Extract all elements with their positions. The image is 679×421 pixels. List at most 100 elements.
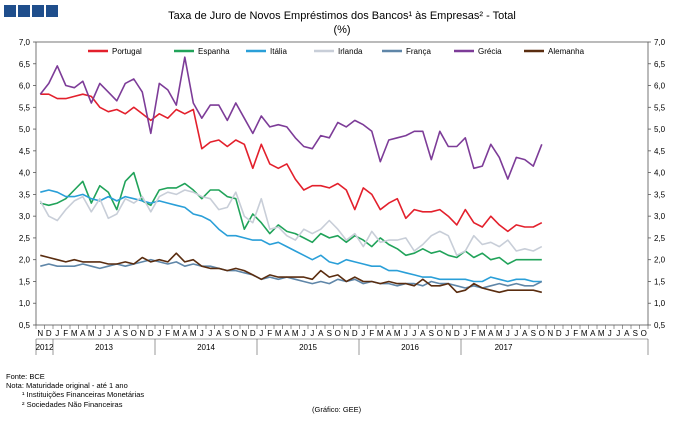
y-tick-label-left: 6,0 xyxy=(19,82,31,91)
x-month-label: M xyxy=(275,329,282,338)
x-month-label: M xyxy=(88,329,95,338)
x-month-label: A xyxy=(318,329,324,338)
x-month-label: F xyxy=(267,329,272,338)
x-month-label: M xyxy=(394,329,401,338)
x-month-label: S xyxy=(327,329,332,338)
plot-frame xyxy=(35,41,649,326)
x-month-label: A xyxy=(284,329,290,338)
x-month-label: J xyxy=(412,329,416,338)
y-tick-label-left: 7,0 xyxy=(19,38,31,47)
x-month-label: N xyxy=(445,329,451,338)
x-month-label: D xyxy=(352,329,358,338)
x-month-label: A xyxy=(80,329,86,338)
y-tick-label-right: 0,5 xyxy=(654,321,666,330)
x-month-label: O xyxy=(233,329,239,338)
year-label: 2015 xyxy=(299,343,317,352)
year-label: 2013 xyxy=(95,343,113,352)
y-tick-label-left: 4,0 xyxy=(19,169,31,178)
x-month-label: S xyxy=(123,329,128,338)
x-month-label: D xyxy=(46,329,52,338)
x-month-label: M xyxy=(190,329,197,338)
y-tick-label-left: 3,5 xyxy=(19,190,31,199)
x-month-label: N xyxy=(343,329,349,338)
x-month-label: A xyxy=(216,329,222,338)
x-month-label: M xyxy=(581,329,588,338)
logo-square xyxy=(32,5,44,17)
x-month-label: O xyxy=(641,329,647,338)
x-month-label: A xyxy=(420,329,426,338)
chart-subtitle: (%) xyxy=(333,24,350,36)
x-month-label: M xyxy=(377,329,384,338)
x-month-label: O xyxy=(539,329,545,338)
series-line-espanha xyxy=(40,171,542,265)
x-month-label: J xyxy=(98,329,102,338)
y-tick-label-right: 6,5 xyxy=(654,60,666,69)
axes: 0,5 0,5 1,0 1,0 1,5 1,5 2,0 2,0 2,5 2,5 3,0 3,0 3,5 3… xyxy=(19,38,666,355)
x-month-label: F xyxy=(63,329,68,338)
x-month-label: D xyxy=(250,329,256,338)
x-month-label: J xyxy=(302,329,306,338)
x-month-label: J xyxy=(200,329,204,338)
footnote-1: ¹ Instituições Financeiras Monetárias xyxy=(22,390,145,399)
x-month-label: D xyxy=(148,329,154,338)
y-tick-label-left: 4,5 xyxy=(19,147,31,156)
legend-label: Itália xyxy=(270,47,287,56)
logo-square xyxy=(4,5,16,17)
series-line-itália xyxy=(40,189,542,283)
maturity-note: Nota: Maturidade original - até 1 ano xyxy=(6,381,128,390)
x-month-label: S xyxy=(531,329,536,338)
y-tick-label-right: 6,0 xyxy=(654,82,666,91)
y-tick-label-left: 5,5 xyxy=(19,103,31,112)
logo-square xyxy=(18,5,30,17)
x-month-label: J xyxy=(514,329,518,338)
x-month-label: J xyxy=(565,329,569,338)
legend-label: Grécia xyxy=(478,47,502,56)
legend-label: Espanha xyxy=(198,47,230,56)
legend-label: França xyxy=(406,47,431,56)
x-month-label: J xyxy=(106,329,110,338)
year-label: 2014 xyxy=(197,343,215,352)
x-month-label: F xyxy=(573,329,578,338)
y-tick-label-left: 5,0 xyxy=(19,125,31,134)
x-month-label: N xyxy=(37,329,43,338)
x-month-label: S xyxy=(633,329,638,338)
logo-square xyxy=(46,5,58,17)
x-month-label: A xyxy=(114,329,120,338)
series-line-frança xyxy=(40,258,543,289)
x-month-label: J xyxy=(259,329,263,338)
x-month-label: J xyxy=(157,329,161,338)
x-month-label: M xyxy=(292,329,299,338)
y-tick-label-left: 1,5 xyxy=(19,277,31,286)
x-month-label: N xyxy=(139,329,145,338)
series-line-grécia xyxy=(39,56,543,180)
year-label: 2012 xyxy=(36,343,54,352)
x-month-label: M xyxy=(496,329,503,338)
x-month-label: A xyxy=(386,329,392,338)
y-tick-label-left: 1,0 xyxy=(19,299,31,308)
y-tick-label-left: 2,0 xyxy=(19,256,31,265)
x-month-label: F xyxy=(369,329,374,338)
y-tick-label-right: 5,5 xyxy=(654,103,666,112)
chart-title: Taxa de Juro de Novos Empréstimos dos Ba… xyxy=(168,10,516,22)
x-month-label: M xyxy=(598,329,605,338)
x-month-label: A xyxy=(488,329,494,338)
x-month-label: J xyxy=(310,329,314,338)
x-month-label: J xyxy=(361,329,365,338)
y-tick-label-right: 2,0 xyxy=(654,256,666,265)
y-tick-label-right: 3,5 xyxy=(654,190,666,199)
legend-label: Irlanda xyxy=(338,47,363,56)
x-month-label: M xyxy=(479,329,486,338)
x-month-label: M xyxy=(71,329,78,338)
x-month-label: M xyxy=(173,329,180,338)
series-line-alemanha xyxy=(40,252,542,294)
x-month-label: A xyxy=(522,329,528,338)
y-tick-label-right: 5,0 xyxy=(654,125,666,134)
x-month-label: S xyxy=(429,329,434,338)
series-line-portugal xyxy=(40,93,543,233)
y-tick-label-right: 2,5 xyxy=(654,234,666,243)
x-month-label: S xyxy=(225,329,230,338)
logo-squares xyxy=(4,5,58,17)
x-month-label: J xyxy=(616,329,620,338)
series-line-irlanda xyxy=(39,189,543,257)
